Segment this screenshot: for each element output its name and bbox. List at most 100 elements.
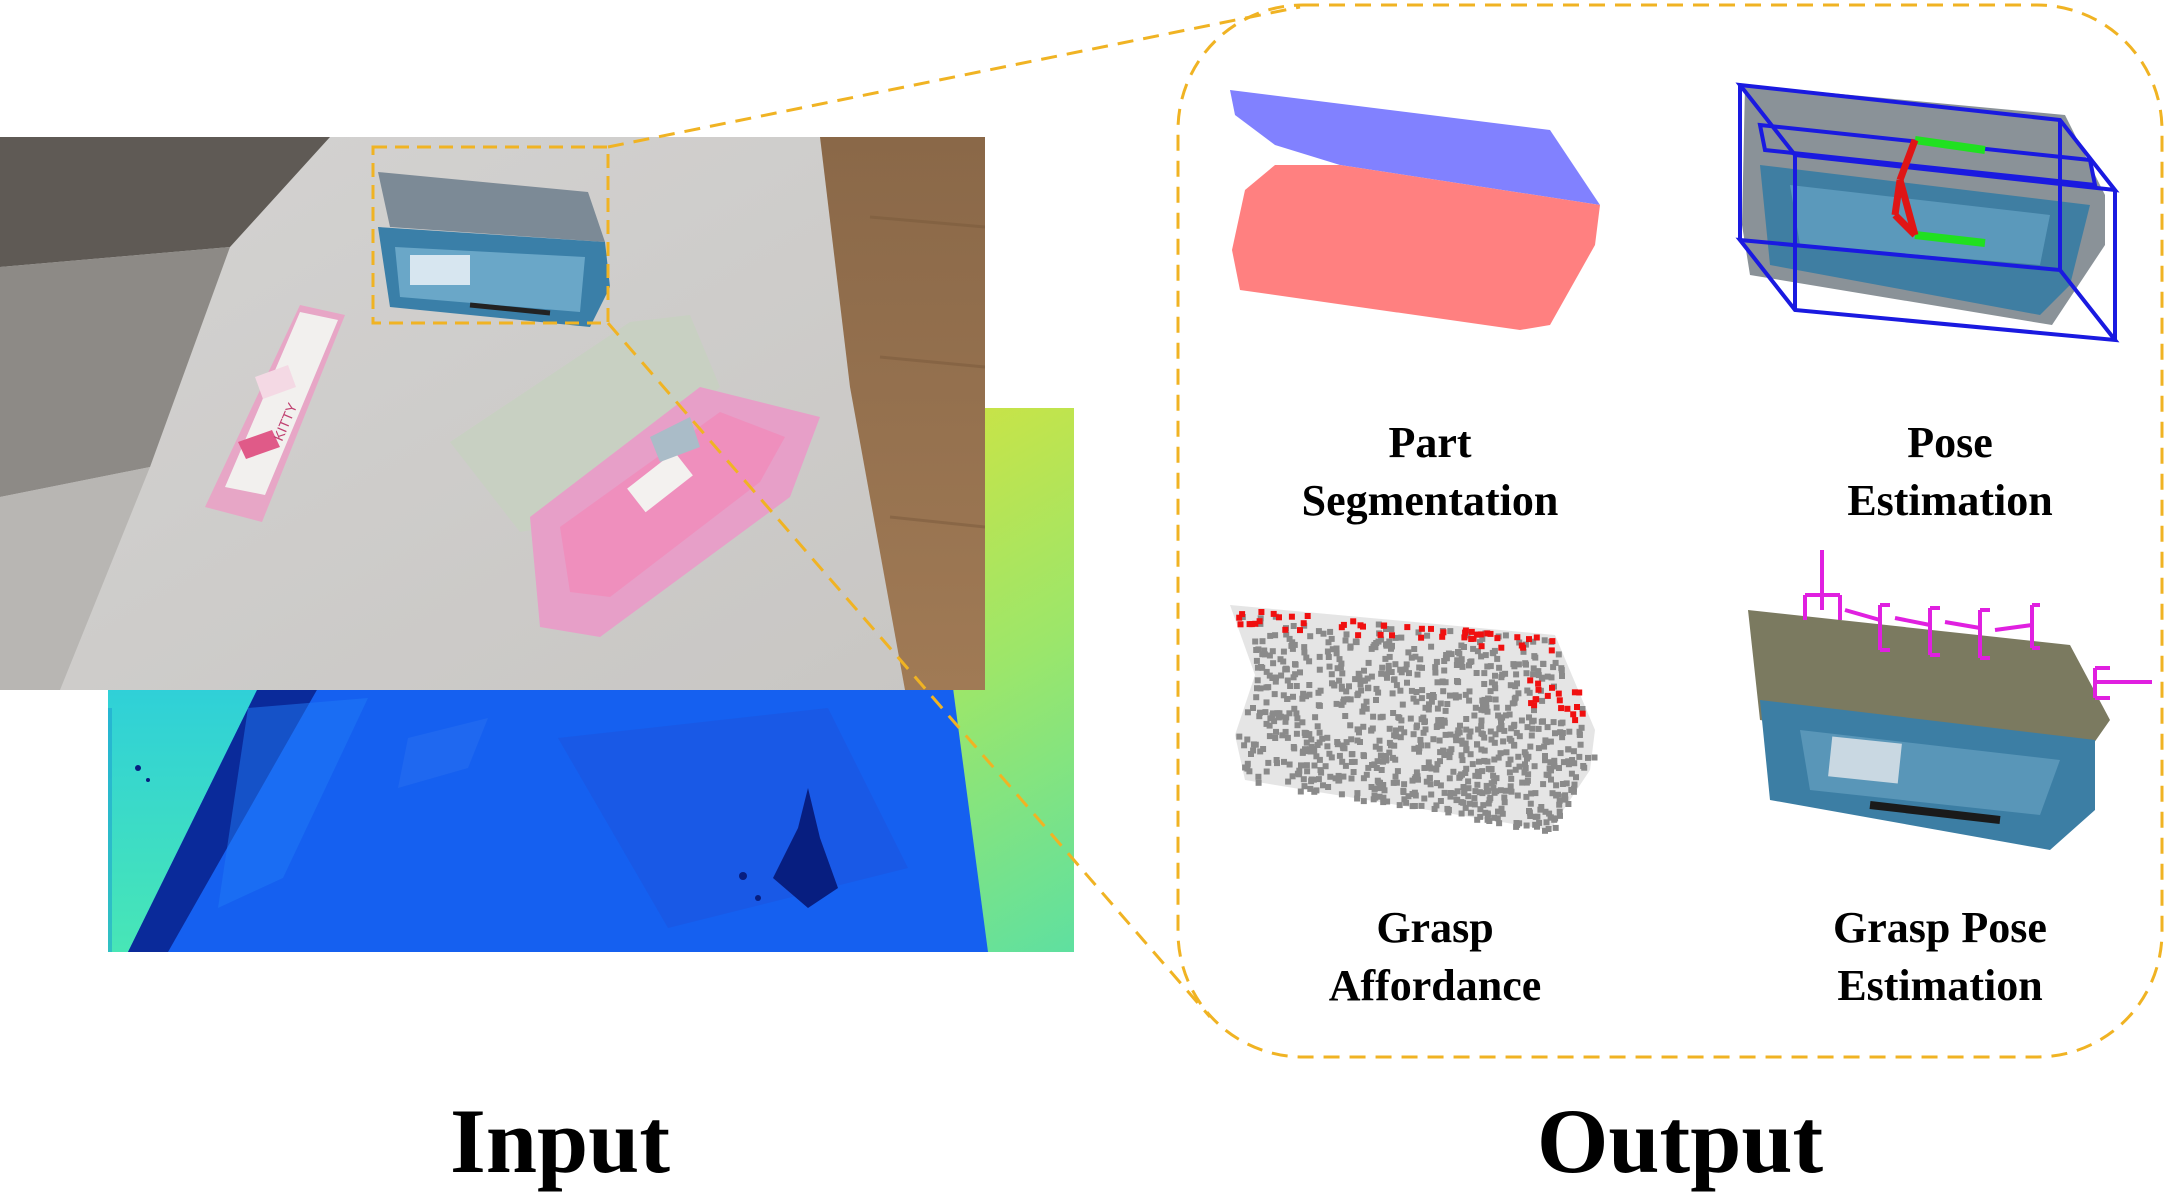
cloud-point xyxy=(1314,742,1321,748)
cloud-point xyxy=(1290,623,1297,629)
cloud-point xyxy=(1263,699,1270,706)
cloud-point xyxy=(1455,649,1461,655)
cloud-point xyxy=(1354,692,1361,699)
cloud-point xyxy=(1350,769,1357,775)
cloud-point xyxy=(1417,736,1424,743)
cloud-point xyxy=(1549,684,1555,691)
cloud-point xyxy=(1474,741,1481,748)
cloud-point xyxy=(1559,781,1566,787)
cloud-point xyxy=(1450,768,1457,775)
cloud-point xyxy=(1426,774,1433,781)
cloud-point xyxy=(1501,799,1508,806)
cloud-point xyxy=(1497,750,1504,757)
cloud-point xyxy=(1301,649,1308,656)
cloud-point xyxy=(1360,775,1367,782)
input-label: Input xyxy=(450,1090,670,1192)
cloud-point xyxy=(1570,711,1577,718)
cloud-point xyxy=(1348,775,1355,782)
cloud-point xyxy=(1425,759,1432,766)
cloud-point xyxy=(1472,704,1479,711)
cloud-point xyxy=(1354,737,1361,744)
cloud-point xyxy=(1381,787,1388,794)
cloud-point xyxy=(1416,748,1422,755)
cloud-point xyxy=(1552,730,1558,737)
cloud-point xyxy=(1514,792,1521,799)
cloud-point xyxy=(1263,668,1270,675)
cloud-point xyxy=(1377,785,1384,792)
cloud-point xyxy=(1448,651,1455,658)
cloud-point xyxy=(1336,677,1343,684)
cloud-point xyxy=(1301,729,1308,736)
cloud-point xyxy=(1560,759,1567,766)
cloud-point xyxy=(1533,634,1540,641)
cloud-point xyxy=(1521,769,1528,776)
cloud-point xyxy=(1512,683,1519,690)
cloud-point xyxy=(1403,661,1410,668)
cloud-point xyxy=(1520,648,1527,655)
cloud-point xyxy=(1288,642,1295,649)
cloud-point xyxy=(1477,639,1483,646)
cloud-point xyxy=(1383,626,1389,632)
cloud-point xyxy=(1447,628,1454,635)
cloud-point xyxy=(1492,672,1498,679)
cloud-point xyxy=(1483,782,1490,789)
cloud-point xyxy=(1447,731,1454,738)
cloud-point xyxy=(1553,792,1560,799)
cloud-point xyxy=(1250,705,1256,711)
cloud-point xyxy=(1291,641,1298,648)
cloud-point xyxy=(1488,679,1495,686)
cloud-point xyxy=(1469,761,1476,768)
cloud-point xyxy=(1530,717,1537,724)
cloud-point xyxy=(1481,757,1488,764)
cloud-point xyxy=(1250,747,1257,754)
cloud-point xyxy=(1306,691,1313,698)
cloud-point xyxy=(1371,792,1378,799)
cloud-point xyxy=(1499,714,1506,721)
cloud-point xyxy=(1484,663,1491,670)
cloud-point xyxy=(1392,773,1399,780)
cloud-point xyxy=(1375,689,1382,696)
cloud-point xyxy=(1569,757,1576,763)
cloud-point xyxy=(1270,610,1277,617)
cloud-point xyxy=(1396,802,1403,809)
cloud-point xyxy=(1501,794,1508,801)
cloud-point xyxy=(1346,683,1352,690)
cloud-point xyxy=(1494,655,1501,662)
cloud-point xyxy=(1407,715,1414,722)
cloud-point xyxy=(1462,691,1469,698)
cloud-point xyxy=(1462,740,1469,747)
cloud-point xyxy=(1514,634,1521,641)
cloud-point xyxy=(1443,652,1450,658)
cloud-point xyxy=(1565,801,1572,807)
cloud-point xyxy=(1404,624,1411,631)
cloud-point xyxy=(1384,798,1391,805)
cloud-point xyxy=(1547,738,1554,745)
cloud-point xyxy=(1531,707,1537,714)
cloud-point xyxy=(1437,749,1444,756)
cloud-point xyxy=(1290,693,1296,700)
cloud-point xyxy=(1244,736,1251,743)
cloud-point xyxy=(1352,638,1359,645)
cloud-point xyxy=(1392,634,1399,641)
cloud-point xyxy=(1357,681,1364,688)
cloud-point xyxy=(1510,723,1517,730)
cloud-point xyxy=(1368,673,1375,680)
cloud-point xyxy=(1495,754,1502,761)
blue-case xyxy=(378,172,610,327)
cloud-point xyxy=(1534,823,1540,830)
cloud-point xyxy=(1428,698,1435,705)
cloud-point xyxy=(1481,670,1488,677)
cloud-point xyxy=(1415,744,1422,751)
cloud-point xyxy=(1272,735,1279,741)
cloud-point xyxy=(1472,788,1479,795)
cloud-point xyxy=(1421,719,1428,725)
cloud-point xyxy=(1515,753,1522,760)
cloud-point xyxy=(1312,714,1319,721)
cloud-point xyxy=(1545,826,1552,832)
cloud-point xyxy=(1266,672,1273,679)
cloud-point xyxy=(1540,661,1547,667)
cloud-point xyxy=(1320,630,1327,637)
cloud-point xyxy=(1398,634,1405,641)
cloud-point xyxy=(1365,659,1372,666)
cloud-point xyxy=(1360,623,1366,630)
